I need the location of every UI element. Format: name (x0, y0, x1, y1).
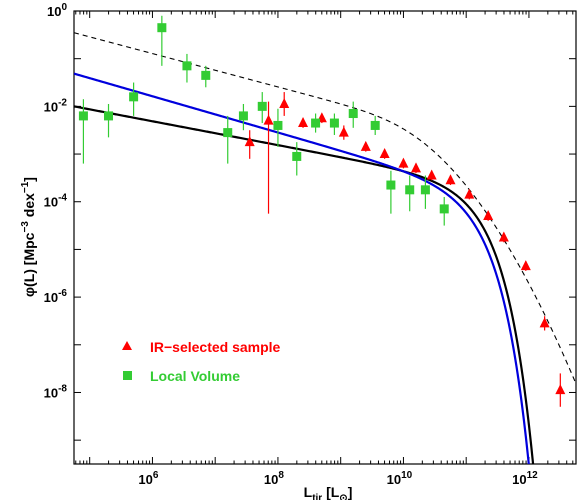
ir-selected-point (483, 210, 494, 221)
ir-selected-point (398, 157, 409, 168)
y-tick-label: 10-4 (44, 193, 68, 210)
local-volume-point (348, 109, 358, 119)
legend-label-ir-selected: IR−selected sample (150, 339, 281, 355)
ir-selected-point (338, 126, 349, 137)
legend-marker-local-volume (123, 371, 132, 380)
ir-selected-point (464, 188, 475, 199)
ir-selected-point (555, 384, 566, 395)
ir-selected-point (520, 260, 531, 271)
x-tick-label: 106 (138, 470, 158, 487)
local-volume-point (311, 118, 321, 128)
ir-selected-point (410, 162, 421, 173)
local-volume-point (420, 185, 430, 195)
ir-selected-point (379, 148, 390, 159)
x-tick-label: 1012 (512, 470, 538, 487)
local-volume-point (329, 118, 339, 128)
y-tick-label: 10-8 (44, 383, 68, 400)
y-tick-labels: 100 10-2 10-4 10-6 10-8 (44, 2, 68, 400)
local-volume-point (223, 128, 233, 138)
local-volume-point (292, 151, 302, 161)
local-volume-point (129, 92, 139, 102)
legend: IR−selected sample Local Volume (122, 339, 281, 384)
local-volume-point (78, 111, 88, 121)
local-volume-point (201, 70, 211, 80)
ir-selected-point (298, 117, 309, 128)
ir-selected-point (279, 97, 290, 108)
ir-selected-point (426, 169, 437, 180)
y-tick-label: 10-2 (44, 97, 68, 114)
local-volume-point (104, 111, 114, 121)
y-axis-label: φ(L) [Mpc−3 dex−1] (20, 177, 37, 297)
x-axis-label: Ltir [L⊙] (304, 484, 353, 500)
ir-selected-point (263, 114, 274, 125)
ir-selected-point (445, 174, 456, 185)
y-tick-label: 100 (47, 2, 67, 19)
local-volume-point (370, 120, 380, 130)
model-curve-3 (74, 32, 576, 384)
y-tick-label: 10-6 (44, 288, 68, 305)
local-volume-point (257, 101, 267, 111)
local-volume-point (157, 23, 167, 33)
legend-marker-ir-selected (122, 341, 132, 350)
ir-selected-point (498, 231, 509, 242)
plot-frame (73, 10, 577, 465)
data-points (78, 15, 566, 407)
x-tick-label: 108 (264, 470, 284, 487)
ir-selected-point (539, 317, 550, 328)
axis-ticks (74, 10, 576, 464)
ir-selected-point (244, 136, 255, 147)
local-volume-point (439, 204, 449, 214)
x-tick-labels: 106 108 1010 1012 (138, 470, 538, 487)
local-volume-point (182, 61, 192, 71)
model-curve-1 (74, 105, 535, 464)
local-volume-point (238, 111, 248, 121)
x-tick-label: 1010 (387, 470, 413, 487)
local-volume-point (273, 120, 283, 130)
local-volume-point (386, 180, 396, 190)
ir-selected-point (360, 140, 371, 151)
legend-label-local-volume: Local Volume (150, 368, 240, 384)
local-volume-point (405, 185, 415, 195)
model-curves (74, 32, 576, 464)
model-curve-2 (74, 72, 530, 464)
